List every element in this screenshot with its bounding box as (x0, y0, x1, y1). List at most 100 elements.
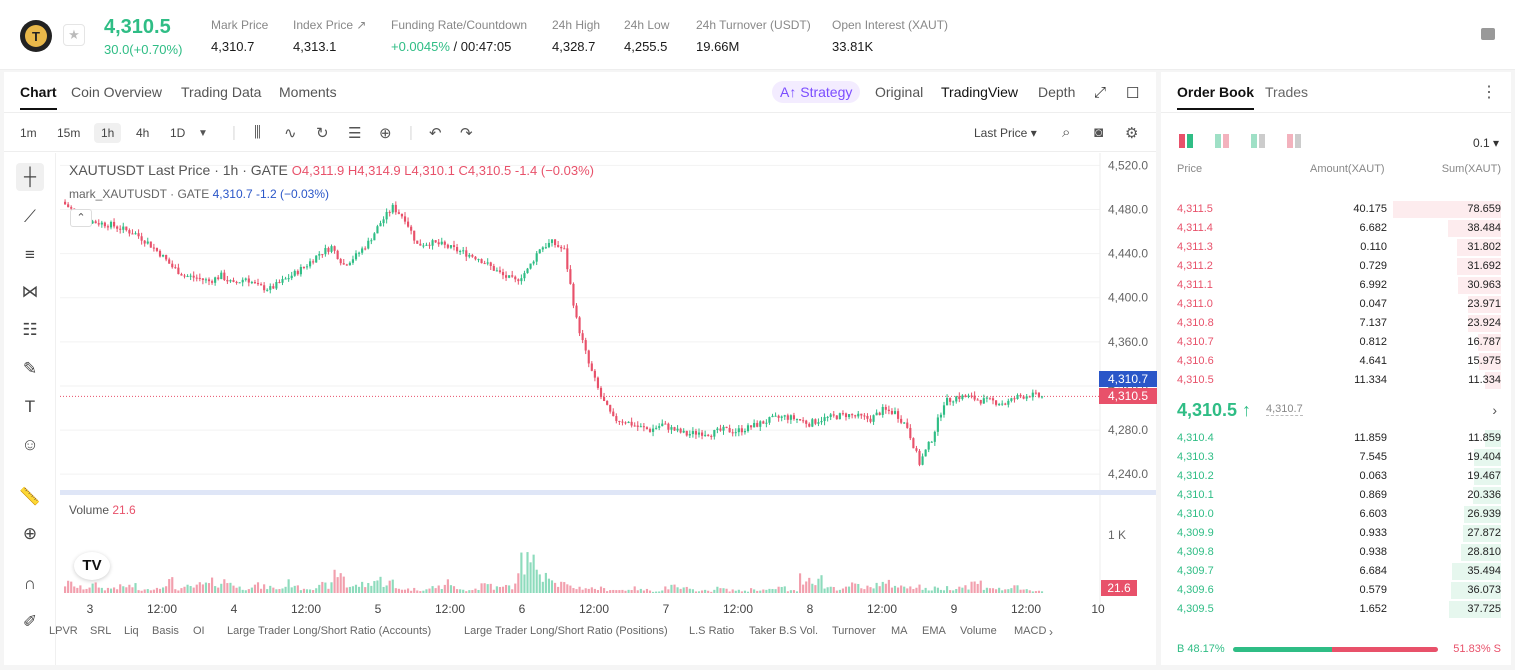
bid-row[interactable]: 4,309.5 1.652 37.725 (1161, 600, 1511, 619)
zoom-in-icon[interactable]: ⊕ (22, 524, 38, 543)
indicator-large-trader-positions[interactable]: Large Trader Long/Short Ratio (Positions… (464, 625, 668, 637)
tf-1h[interactable]: 1h (94, 123, 122, 143)
bid-row[interactable]: 4,309.6 0.579 36.073 (1161, 581, 1511, 600)
volume-bar (820, 575, 823, 593)
precision-select[interactable]: 0.1 ▾ (1472, 136, 1499, 150)
indicator-volume[interactable]: Volume (960, 625, 997, 637)
indicator-oi[interactable]: OI (193, 625, 205, 637)
chevron-right-icon[interactable]: › (1049, 625, 1053, 639)
view-both-alt-icon[interactable] (1215, 134, 1229, 148)
ruler-icon[interactable]: 📏 (19, 487, 41, 506)
brush-icon[interactable]: ✎ (22, 359, 38, 378)
candle-body (915, 448, 918, 451)
ask-row[interactable]: 4,311.5 40.175 78.659 (1161, 200, 1511, 219)
refresh-icon[interactable]: ↻ (316, 125, 329, 142)
volume-bar (452, 586, 456, 593)
ask-row[interactable]: 4,310.5 11.334 11.334 (1161, 371, 1511, 390)
emoji-icon[interactable]: ☺ (21, 435, 39, 454)
bid-row[interactable]: 4,310.2 0.063 19.467 (1161, 467, 1511, 486)
volume-bar (223, 579, 226, 593)
pattern-icon[interactable]: ⋈ (21, 282, 39, 301)
window-icon[interactable]: ☐ (1126, 85, 1140, 102)
indicator-ls-ratio[interactable]: L.S Ratio (689, 625, 735, 637)
indicator-ma[interactable]: MA (891, 625, 908, 637)
candle-type-icon[interactable]: ⫼ (254, 124, 261, 141)
indicator-liq[interactable]: Liq (124, 625, 139, 637)
redo-icon[interactable]: ↷ (460, 125, 473, 142)
ask-row[interactable]: 4,311.0 0.047 23.971 (1161, 295, 1511, 314)
tf-15m[interactable]: 15m (57, 126, 81, 140)
tab-chart[interactable]: Chart (20, 84, 57, 110)
add-icon[interactable]: ⊕ (379, 125, 392, 142)
ask-row[interactable]: 4,310.7 0.812 16.787 (1161, 333, 1511, 352)
chevron-down-icon[interactable]: ▼ (198, 128, 208, 139)
view-bids-icon[interactable] (1251, 134, 1265, 148)
magnet-icon[interactable]: ∩ (23, 574, 37, 593)
volume-bar (1022, 589, 1025, 593)
ask-row[interactable]: 4,311.1 6.992 30.963 (1161, 276, 1511, 295)
stat-mark-price: Mark Price 4,310.7 (211, 18, 269, 54)
search-icon[interactable]: ⌕ (1062, 124, 1071, 141)
undo-icon[interactable]: ↶ (429, 125, 442, 142)
bid-row[interactable]: 4,309.8 0.938 28.810 (1161, 543, 1511, 562)
crosshair-icon[interactable]: ┼ (16, 163, 44, 191)
candlestick-chart[interactable]: 4,520.04,480.04,440.04,400.04,360.04,320… (60, 153, 1156, 620)
indicator-lpvr[interactable]: LPVR (49, 625, 78, 637)
volume-bar (863, 589, 866, 593)
volume-bar (211, 577, 214, 593)
tab-moments[interactable]: Moments (279, 84, 337, 100)
tab-tradingview[interactable]: TradingView (941, 84, 1019, 100)
camera-icon[interactable]: ◙ (1094, 124, 1104, 141)
indicator-ema[interactable]: EMA (922, 625, 946, 637)
ask-row[interactable]: 4,310.8 7.137 23.924 (1161, 314, 1511, 333)
bid-row[interactable]: 4,309.7 6.684 35.494 (1161, 562, 1511, 581)
view-asks-icon[interactable] (1287, 134, 1301, 148)
tab-coin-overview[interactable]: Coin Overview (71, 84, 163, 100)
candle-body (189, 275, 192, 277)
tf-1m[interactable]: 1m (20, 126, 37, 140)
y-tick-label: 4,280.0 (1108, 423, 1148, 437)
ask-row[interactable]: 4,311.2 0.729 31.692 (1161, 257, 1511, 276)
ask-row[interactable]: 4,311.4 6.682 38.484 (1161, 219, 1511, 238)
more-menu-icon[interactable]: ⋮ (1481, 84, 1497, 101)
stat-index-price[interactable]: Index Price ↗ 4,313.1 (293, 18, 367, 54)
favorite-star-icon[interactable]: ★ (63, 24, 85, 46)
tab-depth[interactable]: Depth (1038, 84, 1076, 100)
expand-icon[interactable]: ⤢ (1094, 84, 1107, 101)
bid-row[interactable]: 4,309.9 0.933 27.872 (1161, 524, 1511, 543)
bid-row[interactable]: 4,310.3 7.545 19.404 (1161, 448, 1511, 467)
trend-line-icon[interactable]: ⟋ (24, 207, 36, 226)
bid-row[interactable]: 4,310.4 11.859 11.859 (1161, 429, 1511, 448)
text-icon[interactable]: T (24, 397, 36, 416)
bid-row[interactable]: 4,310.1 0.869 20.336 (1161, 486, 1511, 505)
ask-row[interactable]: 4,311.3 0.110 31.802 (1161, 238, 1511, 257)
horizontal-lines-icon[interactable]: ≡ (25, 245, 35, 264)
ask-row[interactable]: 4,310.6 4.641 15.975 (1161, 352, 1511, 371)
tab-trading-data[interactable]: Trading Data (181, 84, 262, 100)
indicator-macd[interactable]: MACD (1014, 625, 1047, 637)
tab-order-book[interactable]: Order Book (1177, 84, 1255, 110)
tf-1d[interactable]: 1D (170, 126, 186, 140)
indicators-icon[interactable]: ∿ (284, 125, 297, 142)
view-both-icon[interactable] (1179, 134, 1193, 148)
fib-icon[interactable]: ☷ (22, 320, 38, 339)
orderbook-sum: 19.404 (1467, 451, 1501, 463)
indicator-srl[interactable]: SRL (90, 625, 112, 637)
indicator-large-trader-accounts[interactable]: Large Trader Long/Short Ratio (Accounts) (227, 625, 432, 637)
indicator-basis[interactable]: Basis (152, 625, 179, 637)
templates-icon[interactable]: ☰ (348, 125, 362, 142)
book-icon[interactable] (1481, 28, 1495, 40)
candle-body (437, 242, 440, 245)
chevron-right-icon[interactable]: › (1492, 402, 1497, 418)
bid-row[interactable]: 4,310.0 6.603 26.939 (1161, 505, 1511, 524)
collapse-legend-button[interactable]: ⌃ (70, 209, 92, 227)
indicator-taker-bs[interactable]: Taker B.S Vol. (749, 625, 819, 637)
tf-4h[interactable]: 4h (136, 126, 150, 140)
tab-trades[interactable]: Trades (1265, 84, 1309, 100)
gear-icon[interactable]: ⚙ (1125, 125, 1139, 142)
price-source-select[interactable]: Last Price ▾ (974, 126, 1037, 140)
strategy-button[interactable]: A↑ Strategy (772, 81, 861, 103)
pencil-lock-icon[interactable]: ✐ (22, 612, 38, 631)
tab-original[interactable]: Original (875, 84, 924, 100)
indicator-turnover[interactable]: Turnover (832, 625, 876, 637)
